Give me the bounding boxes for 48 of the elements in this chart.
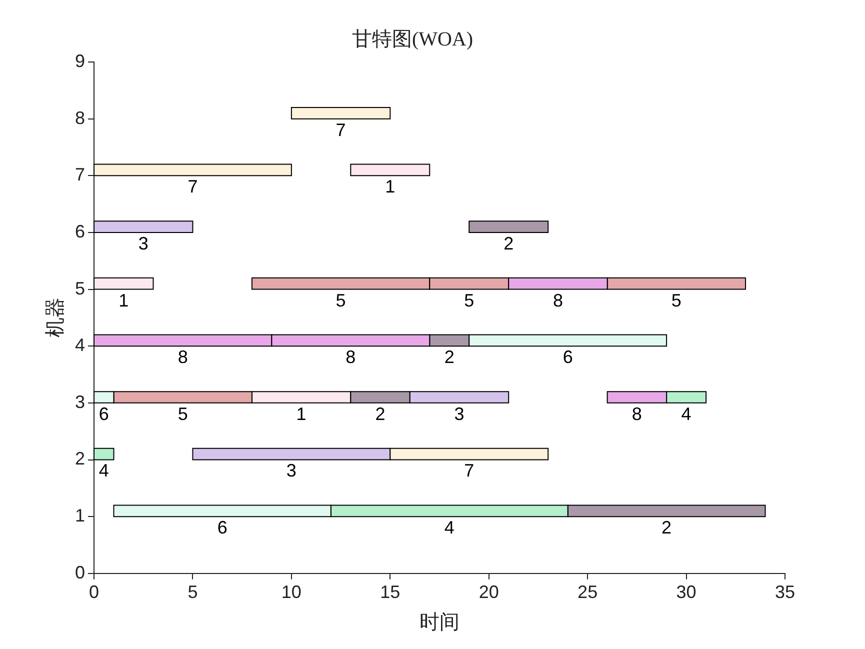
x-tick-label: 30 [676,582,696,602]
y-tick-label: 2 [74,448,86,469]
series-label: 5 [178,404,188,424]
series-label: 5 [671,290,682,310]
y-axis-title: 机器 [44,298,66,338]
x-axis-title: 时间 [420,611,460,634]
text: 3 [138,233,148,254]
text: 7 [464,460,474,481]
text: 2 [444,347,454,368]
y-tick-label: 3 [74,392,86,412]
x-tick-label: 35 [774,582,796,602]
text: 8 [552,290,563,310]
series-label: 6 [217,518,228,538]
y-tick-label: 0 [74,562,86,582]
series-label: 3 [454,404,464,424]
y-tick-label: 7 [74,164,86,185]
text: 1 [118,290,129,310]
y-tick-label: 9 [74,50,86,71]
y-tick-label: 8 [74,108,86,128]
text: 8 [178,347,188,368]
x-tick-label: 10 [281,582,302,602]
text: 5 [336,290,346,310]
x-tick-label: 25 [578,582,598,602]
text: 6 [98,404,109,424]
x-tick-label: 0 [89,582,100,602]
series-label: 8 [632,404,642,424]
series-label: 4 [444,518,454,538]
series-label: 7 [188,176,198,197]
x-tick-label: 15 [380,582,400,602]
series-label: 5 [464,290,474,310]
text: 3 [286,460,296,481]
y-tick-label: 5 [74,278,86,298]
text: 1 [385,176,396,197]
y-tick-label: 1 [74,506,86,526]
series-label: 1 [296,404,306,424]
series-label: 2 [662,518,672,538]
text: 2 [375,404,386,424]
text: 7 [336,120,346,140]
text: 4 [98,460,109,481]
text: 2 [504,233,514,254]
text: 4 [681,404,692,424]
text: 6 [562,347,573,368]
chart-title: 甘特图(WOA) [352,28,474,50]
x-tick-label: 5 [188,582,198,602]
y-tick-label: 4 [74,335,86,356]
y-tick-label: 6 [74,221,86,242]
series-label: 8 [346,347,356,368]
x-tick-label: 20 [478,582,499,602]
